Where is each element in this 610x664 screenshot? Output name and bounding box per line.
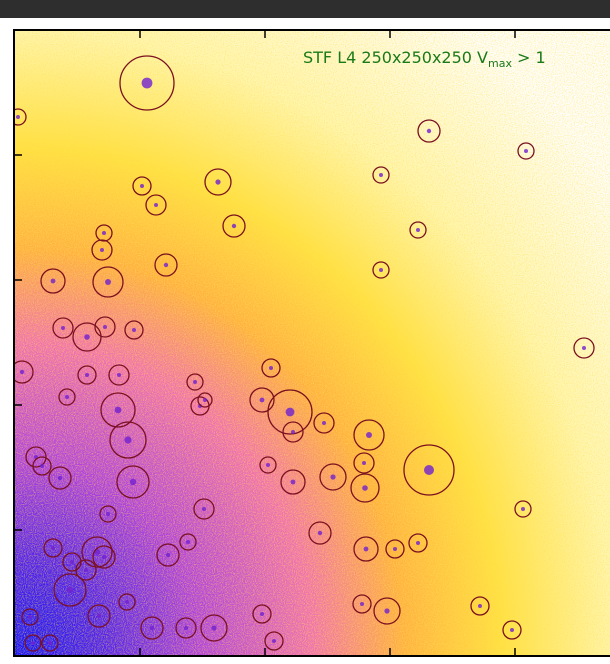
halo-core bbox=[103, 325, 107, 329]
halo-core bbox=[102, 555, 106, 559]
halo-core bbox=[28, 615, 32, 619]
halo-core bbox=[31, 641, 35, 645]
halo-core bbox=[260, 612, 264, 616]
halo-core bbox=[97, 614, 101, 618]
halo-core bbox=[142, 78, 153, 89]
halo-core bbox=[85, 373, 89, 377]
halo-core bbox=[364, 547, 369, 552]
halo-core bbox=[362, 461, 366, 465]
halo-core bbox=[51, 279, 56, 284]
halo-core bbox=[384, 608, 389, 613]
halo-core bbox=[70, 560, 74, 564]
halo-core bbox=[393, 547, 397, 551]
halo-core bbox=[286, 408, 295, 417]
halo-core bbox=[478, 604, 482, 608]
density-noise bbox=[14, 30, 610, 656]
halo-core bbox=[105, 279, 111, 285]
halo-core bbox=[166, 553, 170, 557]
halo-core bbox=[416, 541, 420, 545]
halo-core bbox=[202, 507, 206, 511]
halo-core bbox=[48, 641, 52, 645]
halo-core bbox=[193, 380, 197, 384]
halo-core bbox=[58, 476, 62, 480]
annotation-rest: > 1 bbox=[512, 48, 546, 67]
halo-core bbox=[130, 479, 136, 485]
halo-core bbox=[232, 224, 236, 228]
halo-core bbox=[65, 395, 69, 399]
halo-core bbox=[51, 546, 55, 550]
halo-core bbox=[362, 485, 368, 491]
halo-core bbox=[140, 184, 144, 188]
halo-core bbox=[424, 465, 434, 475]
halo-core bbox=[164, 263, 168, 267]
halo-core bbox=[84, 568, 88, 572]
halo-core bbox=[211, 625, 216, 630]
halo-core bbox=[150, 626, 154, 630]
halo-core bbox=[366, 432, 372, 438]
halo-core bbox=[427, 129, 431, 133]
halo-core bbox=[125, 600, 129, 604]
halo-core bbox=[524, 149, 528, 153]
top-bar bbox=[0, 0, 610, 18]
halo-core bbox=[132, 328, 136, 332]
halo-core bbox=[203, 398, 207, 402]
halo-core bbox=[291, 480, 296, 485]
halo-core bbox=[84, 334, 90, 340]
halo-core bbox=[330, 474, 335, 479]
halo-core bbox=[269, 366, 273, 370]
halo-core bbox=[102, 231, 106, 235]
halo-core bbox=[117, 373, 121, 377]
halo-core bbox=[186, 540, 190, 544]
halo-core bbox=[20, 370, 24, 374]
halo-core bbox=[379, 173, 383, 177]
halo-core bbox=[266, 463, 270, 467]
halo-core bbox=[521, 507, 525, 511]
halo-core bbox=[272, 639, 276, 643]
halo-core bbox=[215, 179, 220, 184]
halo-core bbox=[582, 346, 586, 350]
halo-core bbox=[115, 407, 122, 414]
halo-core bbox=[40, 464, 44, 468]
halo-core bbox=[100, 248, 104, 252]
screenshot: STF L4 250x250x250 Vmax > 1 bbox=[0, 0, 610, 664]
page: STF L4 250x250x250 Vmax > 1 (() => { con… bbox=[0, 0, 610, 664]
halo-core bbox=[416, 228, 420, 232]
halo-core bbox=[16, 115, 20, 119]
halo-core bbox=[379, 268, 383, 272]
halo-core bbox=[124, 436, 131, 443]
annotation-subscript: max bbox=[488, 57, 512, 70]
density-map: STF L4 250x250x250 Vmax > 1 bbox=[10, 30, 610, 656]
halo-core bbox=[106, 512, 110, 516]
halo-core bbox=[67, 587, 73, 593]
halo-core bbox=[322, 421, 326, 425]
halo-core bbox=[510, 628, 514, 632]
annotation-text: STF L4 250x250x250 V bbox=[303, 48, 488, 67]
halo-core bbox=[61, 326, 65, 330]
halo-core bbox=[154, 203, 158, 207]
halo-core bbox=[260, 398, 265, 403]
halo-core bbox=[184, 626, 188, 630]
halo-core bbox=[318, 531, 322, 535]
halo-core bbox=[291, 430, 295, 434]
halo-core bbox=[360, 602, 364, 606]
